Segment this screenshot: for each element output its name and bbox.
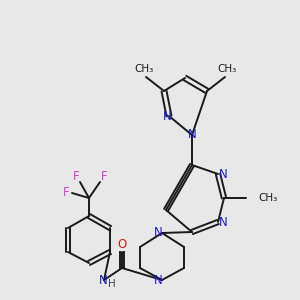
Text: N: N [163, 110, 171, 122]
Text: F: F [101, 169, 107, 182]
Text: CH₃: CH₃ [134, 64, 154, 74]
Text: N: N [188, 128, 196, 142]
Text: CH₃: CH₃ [218, 64, 237, 74]
Text: N: N [154, 274, 162, 286]
Text: H: H [108, 279, 116, 289]
Text: F: F [73, 169, 79, 182]
Text: O: O [117, 238, 127, 251]
Text: F: F [63, 187, 69, 200]
Text: N: N [219, 215, 227, 229]
Text: N: N [219, 167, 227, 181]
Text: N: N [154, 226, 162, 239]
Text: N: N [99, 274, 107, 286]
Text: CH₃: CH₃ [258, 193, 277, 203]
